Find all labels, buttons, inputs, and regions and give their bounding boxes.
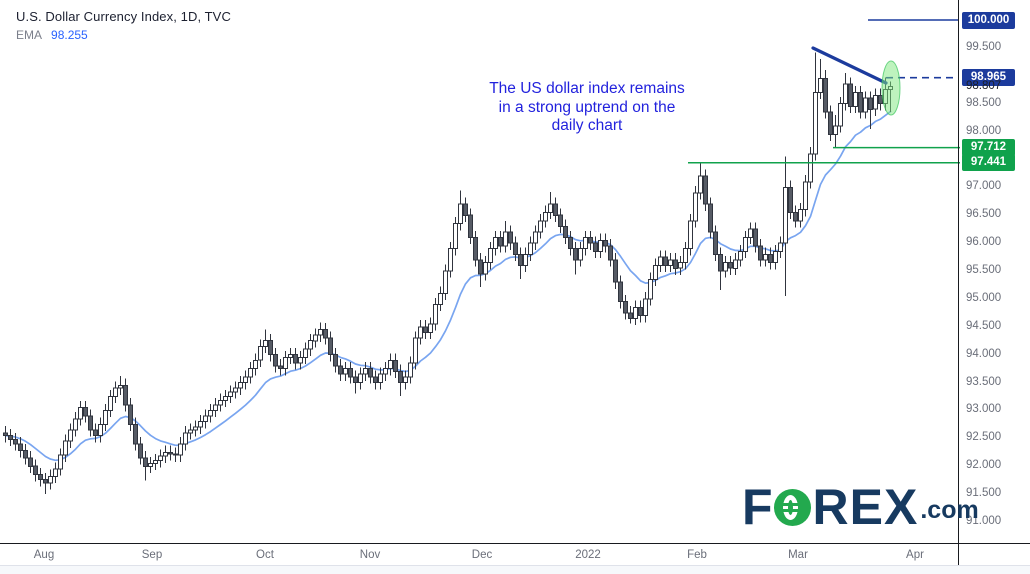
time-tick-label: Nov	[359, 549, 381, 561]
price-tick-label: 91.500	[966, 487, 1002, 500]
time-tick-label: Feb	[687, 549, 707, 561]
price-tick-label: 91.000	[966, 515, 1002, 528]
price-badge-98965[interactable]: 98.965	[962, 69, 1015, 87]
logo-euro-o-icon	[773, 488, 811, 526]
logo-letter-f: F	[742, 479, 773, 535]
price-badge-97712[interactable]: 97.712	[962, 139, 1015, 157]
annotation-line-3: daily chart	[551, 117, 623, 134]
price-tick-label: 94.500	[966, 319, 1002, 332]
price-tick-label: 95.000	[966, 291, 1002, 304]
logo-dot-com: .com	[920, 496, 979, 524]
price-badge-97441[interactable]: 97.441	[962, 154, 1015, 172]
timeline-scroll-area[interactable]	[0, 566, 1030, 574]
price-tick-label: 92.000	[966, 459, 1002, 472]
time-tick-label: 2022	[575, 549, 601, 561]
price-tick-label: 96.500	[966, 208, 1002, 221]
price-label-98807: 98.807	[966, 80, 1002, 93]
price-tick-label: 98.000	[966, 124, 1002, 137]
time-tick-label: Sep	[141, 549, 163, 561]
forex-com-logo: F REX .com	[742, 479, 979, 535]
time-tick-label: Aug	[33, 549, 55, 561]
ema-indicator-row[interactable]: EMA 98.255	[16, 28, 231, 42]
ema-label: EMA	[16, 28, 43, 42]
annotation-line-2: in a strong uptrend on the	[498, 98, 676, 116]
price-tick-label: 96.000	[966, 236, 1002, 249]
annotation-line-1: The US dollar index remains	[489, 80, 685, 97]
breakout-highlight-ellipse[interactable]	[881, 60, 901, 116]
price-tick-label: 92.500	[966, 431, 1002, 444]
price-tick-label: 98.500	[966, 96, 1002, 109]
price-tick-label: 99.500	[966, 40, 1002, 53]
time-tick-label: Mar	[788, 549, 808, 561]
chart-annotation-text[interactable]: The US dollar index remains in a strong …	[437, 80, 737, 136]
price-badge-100000[interactable]: 100.000	[962, 11, 1015, 29]
descending-trendline[interactable]	[811, 46, 888, 85]
price-tick-label: 93.000	[966, 403, 1002, 416]
symbol-title[interactable]: U.S. Dollar Currency Index, 1D, TVC	[16, 9, 231, 24]
chart-legend: U.S. Dollar Currency Index, 1D, TVC EMA 9…	[16, 9, 231, 42]
candles-group	[3, 52, 893, 495]
ema-value: 98.255	[51, 28, 88, 42]
price-tick-label: 95.500	[966, 264, 1002, 276]
price-tick-label: 97.000	[966, 180, 1002, 193]
time-tick-label: Dec	[471, 549, 493, 561]
logo-letters-rex: REX	[812, 479, 919, 535]
price-tick-label: 93.500	[966, 375, 1002, 388]
time-tick-label: Oct	[256, 549, 274, 561]
time-tick-label: Apr	[906, 549, 924, 561]
ema-line[interactable]	[4, 110, 892, 462]
price-tick-label: 94.000	[966, 347, 1002, 360]
